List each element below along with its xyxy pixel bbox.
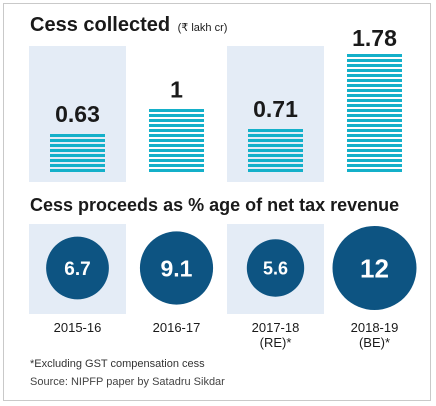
year-label-4-line-2: (BE)* — [359, 335, 390, 350]
year-label-2-line-1: 2016-17 — [153, 320, 201, 335]
circle-value-label-3: 5.6 — [263, 258, 288, 278]
bar-value-label-3: 0.71 — [253, 96, 298, 122]
source-note: Source: NIPFP paper by Satadru Sikdar — [30, 376, 225, 388]
circle-1 — [46, 236, 109, 300]
circle-value-label-2: 9.1 — [161, 255, 193, 281]
bar-4 — [347, 54, 402, 172]
bar-value-label-1: 0.63 — [55, 101, 100, 127]
circle-value-label-4: 12 — [360, 253, 389, 283]
year-label-3-line-1: 2017-18 — [252, 320, 300, 335]
cess-collected-title-text: Cess collected — [30, 14, 171, 36]
bar-value-label-4: 1.78 — [352, 25, 397, 51]
bar-value-label-2: 1 — [170, 77, 183, 103]
circle-2 — [139, 231, 214, 305]
circle-4 — [332, 226, 417, 310]
circle-3 — [246, 239, 305, 297]
cess-proceeds-title: Cess proceeds as % age of net tax revenu… — [30, 195, 400, 215]
footnote: *Excluding GST compensation cess — [30, 358, 205, 370]
circle-value-label-1: 6.7 — [64, 259, 90, 280]
bar-3 — [248, 129, 303, 172]
cess-collected-title: Cess collected (₹ lakh cr) — [30, 14, 227, 37]
year-label-3-line-2: (RE)* — [260, 335, 292, 350]
year-label-1-line-1: 2015-16 — [54, 320, 102, 335]
cess-collected-unit: (₹ lakh cr) — [177, 22, 228, 34]
bar-1 — [50, 134, 105, 172]
year-label-4-line-1: 2018-19 — [351, 320, 399, 335]
bar-2 — [149, 109, 204, 172]
